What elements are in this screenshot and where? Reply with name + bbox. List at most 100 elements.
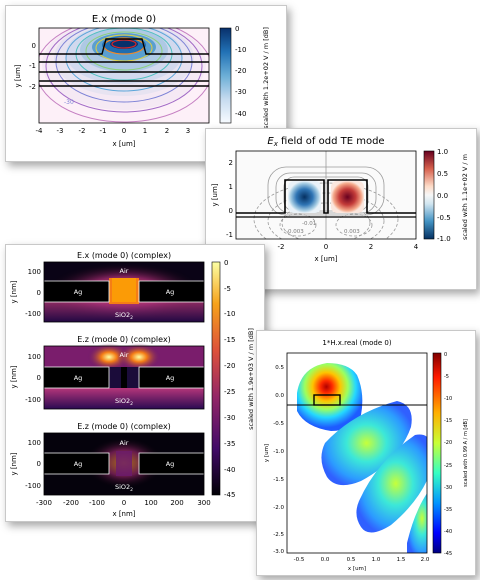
colorbar-tick: -5 <box>444 374 449 380</box>
x-tick: -1 <box>100 127 107 135</box>
y-tick: -1.5 <box>273 477 284 483</box>
colorbar-tick: -15 <box>444 418 452 424</box>
odd-te-title: Ex field of odd TE mode <box>267 136 384 148</box>
region-label-ag: Ag <box>166 374 175 382</box>
colorbar-tick: -10 <box>444 396 452 402</box>
panel-xlabel: x [nm] <box>112 510 135 518</box>
hx-real-colorbar: 0 -5 -10 -15 -20 -25 -30 -35 -40 -45 sca… <box>432 352 469 557</box>
region-label-ag: Ag <box>74 374 83 382</box>
odd-te-title-main: E <box>267 136 274 147</box>
odd-te-colorbar: 1.0 0.5 0.0 -0.5 -1.0 scaled with 1.1e+0… <box>423 148 469 243</box>
colorbar-tick: -0.5 <box>437 214 451 222</box>
ex-mode0-plot-area: -30 <box>38 27 210 124</box>
colorbar-tick: -10 <box>235 46 246 54</box>
colorbar-tick: -45 <box>444 551 452 557</box>
hx-real-plot-area <box>286 352 428 554</box>
y-tick: -3.0 <box>273 549 284 555</box>
x-tick: -0.5 <box>294 557 305 563</box>
ex-mode0-colorbar-label: scaled with 1.2e+02 V / m [dB] <box>262 27 270 129</box>
hx-real-colorbar-label: scaled with 0.99 A / m [dB] <box>463 419 469 487</box>
y-tick: -1.0 <box>273 449 284 455</box>
hx-real-title: 1*H.x.real (mode 0) <box>322 339 391 347</box>
region-label-air: Air <box>120 351 129 359</box>
colorbar-tick: -30 <box>444 485 452 491</box>
y-tick: 0 <box>37 289 41 297</box>
colorbar-tick: -5 <box>224 285 231 293</box>
complex-panel-ez-a: E.z (mode 0) (complex) Air Ag Ag SiO22 1… <box>10 335 205 410</box>
y-tick: -100 <box>25 396 41 404</box>
x-tick: 1.5 <box>397 557 406 563</box>
x-tick: -4 <box>36 127 44 135</box>
x-tick: 3 <box>186 127 190 135</box>
x-tick: -200 <box>63 499 79 507</box>
colorbar-tick: -20 <box>224 362 235 370</box>
x-tick: 300 <box>197 499 210 507</box>
y-tick: -100 <box>25 310 41 318</box>
x-tick: -300 <box>36 499 52 507</box>
odd-te-contour-label: -0.01 <box>302 221 316 227</box>
region-label-sio2-text: SiO2 <box>115 483 130 491</box>
colorbar-tick: 0 <box>444 352 447 358</box>
x-tick: 1 <box>143 127 147 135</box>
y-tick: -0.5 <box>273 421 284 427</box>
odd-te-contour-label: 0.003 <box>344 229 360 235</box>
panel-title: E.x (mode 0) (complex) <box>77 251 171 260</box>
colorbar-tick: -35 <box>224 440 235 448</box>
plot-card-complex-fields: E.x (mode 0) (complex) Air Ag Ag SiO22 1… <box>5 244 265 522</box>
colorbar-tick: 0 <box>224 259 228 267</box>
colorbar-tick: 0.0 <box>437 192 448 200</box>
y-tick: 0 <box>32 42 36 50</box>
ex-mode0-contour-label: -30 <box>64 99 74 106</box>
panel-ylabel: y [nm] <box>10 280 18 303</box>
region-label-sio2-text: SiO2 <box>115 311 130 319</box>
ex-mode0-title: E.x (mode 0) <box>92 14 156 25</box>
region-label-sio2-subscript: 2 <box>130 315 133 321</box>
y-tick: 100 <box>28 353 41 361</box>
hx-real-xticks: -0.5 0.0 0.5 1.0 1.5 2.0 <box>294 557 430 563</box>
y-tick: 1 <box>229 183 233 191</box>
y-tick: 0.0 <box>275 393 284 399</box>
ex-mode0-ylabel: y [um] <box>14 64 22 87</box>
y-tick: 100 <box>28 268 41 276</box>
y-tick: -2 <box>29 83 36 91</box>
region-label-sio2: SiO22 <box>115 397 133 407</box>
odd-te-title-rest: field of odd TE mode <box>278 136 385 147</box>
region-label-sio2-subscript: 2 <box>130 487 133 493</box>
complex-panel-ex: E.x (mode 0) (complex) Air Ag Ag SiO22 1… <box>10 251 205 323</box>
ex-mode0-xticks: -4 -3 -2 -1 0 1 2 3 4 <box>36 127 212 135</box>
x-tick: -2 <box>278 243 285 251</box>
complex-fields-figure: E.x (mode 0) (complex) Air Ag Ag SiO22 1… <box>10 251 255 518</box>
y-tick: 0.5 <box>275 365 284 371</box>
colorbar-tick: -25 <box>444 463 452 469</box>
y-tick: -1 <box>29 62 36 70</box>
colorbar-tick: 0.5 <box>437 170 448 178</box>
y-tick: 0 <box>229 207 233 215</box>
region-label-air: Air <box>120 267 129 275</box>
colorbar-tick: -20 <box>444 440 452 446</box>
colorbar-tick: -15 <box>224 336 235 344</box>
region-label-sio2: SiO22 <box>115 483 133 493</box>
panel-title: E.z (mode 0) (complex) <box>77 335 171 344</box>
x-tick: 0 <box>122 499 126 507</box>
x-tick: 2.0 <box>421 557 430 563</box>
colorbar-tick: -35 <box>444 507 452 513</box>
odd-te-ylabel: y [um] <box>211 183 219 206</box>
plot-card-ex-mode0: E.x (mode 0) -30 <box>5 5 287 162</box>
region-label-ag: Ag <box>74 288 83 296</box>
x-tick: 0 <box>122 127 126 135</box>
odd-te-yticks: 2 1 0 -1 <box>226 159 233 239</box>
region-label-ag: Ag <box>166 288 175 296</box>
y-tick: 100 <box>28 439 41 447</box>
hx-real-xlabel: x [um] <box>348 566 366 572</box>
colorbar-tick: -40 <box>224 466 235 474</box>
x-tick: 0.5 <box>347 557 356 563</box>
colorbar-tick: -20 <box>235 67 246 75</box>
x-tick: 0 <box>324 243 328 251</box>
x-tick: 2 <box>369 243 373 251</box>
y-tick: 0 <box>37 374 41 382</box>
colorbar-tick: 1.0 <box>437 148 448 156</box>
region-label-sio2-subscript: 2 <box>130 401 133 407</box>
colorbar-tick: -25 <box>224 388 235 396</box>
complex-colorbar-label: scaled with 1.9e+03 V / m [dB] <box>247 328 255 430</box>
panel-ylabel: y [nm] <box>10 452 18 475</box>
